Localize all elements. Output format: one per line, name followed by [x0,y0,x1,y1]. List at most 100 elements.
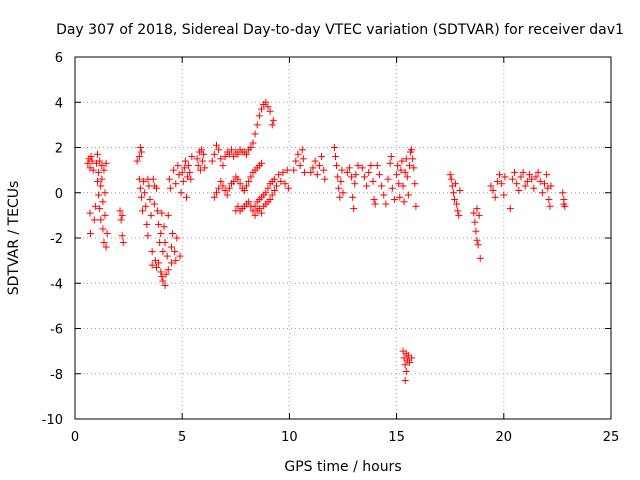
data-point [217,155,225,163]
data-point [311,157,319,165]
data-point [97,216,105,224]
data-point [253,121,261,129]
data-point [236,180,244,188]
data-point [157,268,165,276]
data-point [292,157,300,165]
data-point [197,146,205,154]
data-point [384,175,392,183]
data-point [349,193,357,201]
data-point [489,186,497,194]
data-point [294,150,302,158]
data-point [258,159,266,167]
data-point [210,193,218,201]
data-point [164,211,172,219]
data-point [408,146,416,154]
data-point [88,157,96,165]
data-point [530,184,538,192]
data-point [230,177,238,185]
data-point [561,202,569,210]
data-point [521,182,529,190]
data-point [449,189,457,197]
data-point [403,173,411,181]
data-point [159,248,167,256]
data-point [135,175,143,183]
data-point [532,173,540,181]
data-point [185,162,193,170]
data-point [146,196,154,204]
data-point [387,153,395,161]
data-point [169,229,177,237]
x-axis-label: GPS time / hours [284,459,401,475]
data-point [149,175,157,183]
data-point [547,182,555,190]
data-point [264,184,272,192]
data-point [402,367,410,375]
data-point [526,171,534,179]
x-tick-label: 10 [281,430,298,445]
data-point [399,182,407,190]
data-point [243,150,251,158]
data-point [157,229,165,237]
data-point [375,171,383,179]
data-point [315,162,323,170]
data-point [266,196,274,204]
data-point [352,171,360,179]
data-point [245,198,253,206]
data-point [140,177,148,185]
data-point [243,182,251,190]
data-point [86,209,94,217]
data-point [200,150,208,158]
data-point [133,157,141,165]
data-point [179,177,187,185]
data-point [86,229,94,237]
data-point [219,182,227,190]
data-point [363,182,371,190]
data-point [201,164,209,172]
data-point [452,180,460,188]
data-point [412,202,420,210]
data-point [258,105,266,113]
data-point [158,272,166,280]
data-point [95,191,103,199]
x-tick-label: 5 [178,430,186,445]
data-point [136,184,144,192]
data-point [270,186,278,194]
data-point [255,205,263,213]
data-point [247,144,255,151]
data-point [455,211,463,219]
data-point [536,177,544,185]
data-point [213,141,221,149]
data-point [161,282,169,290]
data-point [528,175,536,183]
data-point [161,239,169,247]
y-tick-label: -4 [50,277,63,292]
data-point [172,257,180,265]
x-tick-label: 15 [388,430,405,445]
data-point [307,168,315,176]
data-point [152,263,160,271]
data-point [506,205,514,213]
data-point [172,180,180,188]
data-point [500,191,508,199]
data-point [298,146,306,154]
y-tick-label: 2 [55,142,63,157]
data-point [508,175,516,183]
chart-title: Day 307 of 2018, Sidereal Day-to-day VTE… [56,22,624,38]
data-point [473,205,481,213]
data-point [188,153,196,161]
data-point [136,144,144,151]
data-point [119,239,127,247]
data-point [155,220,163,228]
data-point [476,254,484,262]
data-point [262,189,270,197]
data-point [194,162,202,170]
data-point [378,182,386,190]
data-point [234,175,242,183]
y-tick-label: -2 [50,232,63,247]
data-point [320,166,328,174]
data-point [174,162,182,170]
data-point [95,168,103,176]
data-point [177,189,185,197]
data-point [456,186,464,194]
